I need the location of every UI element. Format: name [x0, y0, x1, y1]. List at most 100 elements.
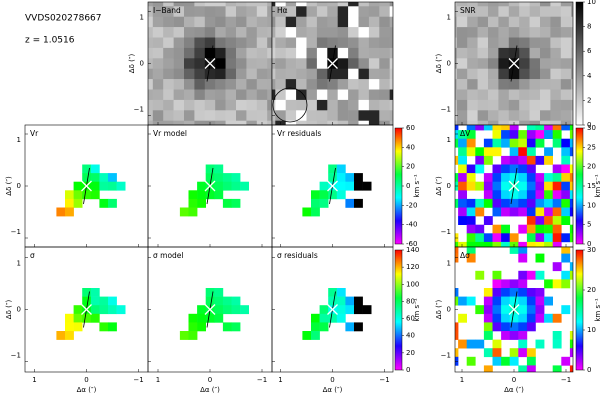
- pixel: [337, 110, 349, 121]
- x-axis-label: Δα (″): [77, 386, 97, 393]
- pixel: [544, 155, 553, 165]
- pixel: [272, 79, 276, 90]
- pixel: [455, 322, 459, 332]
- pixel: [519, 27, 530, 38]
- pixel: [483, 181, 493, 191]
- pixel: [163, 110, 174, 121]
- pixel: [256, 27, 268, 38]
- pixel: [65, 190, 74, 200]
- pixel: [540, 120, 551, 125]
- pixel: [316, 16, 328, 28]
- pixel: [477, 99, 489, 111]
- pixel: [379, 27, 390, 38]
- y-tick-label: 1: [17, 260, 21, 268]
- pixel: [535, 233, 545, 243]
- pixel: [535, 313, 545, 323]
- panel-title: σ: [30, 251, 35, 260]
- pixel: [483, 305, 493, 315]
- pixel: [194, 37, 206, 49]
- pixel: [214, 305, 224, 315]
- pixel: [225, 89, 237, 101]
- pixel: [389, 37, 393, 49]
- pixel: [509, 348, 519, 358]
- pixel: [272, 27, 276, 38]
- pixel: [492, 279, 502, 289]
- y-tick-label: −1: [441, 352, 451, 360]
- pixel: [552, 233, 562, 243]
- pixel: [456, 2, 468, 7]
- pixel: [492, 224, 502, 234]
- pixel: [544, 181, 553, 191]
- pixel: [550, 47, 562, 59]
- pixel: [526, 155, 536, 165]
- pixel: [296, 110, 307, 121]
- pixel: [358, 58, 370, 69]
- pixel: [455, 348, 459, 358]
- pixel: [389, 68, 393, 80]
- pixel: [509, 138, 519, 148]
- pixel: [306, 58, 318, 69]
- panel-title: σ model: [153, 251, 184, 260]
- x-tick-label: −1: [257, 376, 267, 384]
- colorbar-tick-label: 40: [406, 143, 415, 151]
- pixel: [492, 138, 502, 148]
- pixel: [90, 305, 100, 315]
- pixel: [455, 247, 459, 254]
- pixel: [569, 339, 573, 349]
- center-cross: [204, 180, 216, 192]
- pixel: [552, 224, 562, 234]
- pixel: [518, 339, 528, 349]
- y-tick-label: −1: [441, 228, 451, 236]
- pixel: [501, 198, 510, 208]
- pixel: [552, 173, 562, 182]
- pixel: [455, 288, 459, 297]
- pixel: [236, 37, 247, 49]
- pixel: [163, 47, 174, 59]
- pixel: [501, 155, 510, 165]
- pixel: [163, 58, 174, 69]
- pixel: [225, 68, 237, 80]
- redshift: z = 1.0516: [25, 36, 75, 46]
- pixel: [267, 99, 272, 111]
- pixel: [225, 37, 237, 49]
- pixel: [275, 37, 286, 49]
- pixel: [296, 99, 307, 111]
- pixel: [544, 233, 553, 243]
- pixel: [467, 79, 478, 90]
- pixel: [571, 6, 573, 18]
- colorbar: [575, 1, 584, 126]
- pixel: [475, 207, 485, 217]
- pixel: [204, 37, 216, 49]
- center-cross: [508, 180, 520, 192]
- pixel: [552, 130, 562, 139]
- pixel: [455, 138, 459, 148]
- pixel: [337, 68, 349, 80]
- pixel: [488, 16, 499, 28]
- pixel: [475, 147, 485, 157]
- pixel: [368, 120, 380, 125]
- pixel: [561, 190, 571, 200]
- pixel: [455, 130, 459, 139]
- pixel: [184, 2, 195, 7]
- pixel: [296, 2, 307, 7]
- pixel: [488, 2, 499, 7]
- pixel: [214, 164, 224, 174]
- pixel: [529, 89, 541, 101]
- pixel: [296, 79, 307, 90]
- pixel: [544, 313, 553, 323]
- pixel: [319, 305, 329, 315]
- pixel: [529, 2, 541, 7]
- pixel: [225, 47, 237, 59]
- pixel: [483, 313, 493, 323]
- pixel: [540, 110, 551, 121]
- pixel: [535, 296, 545, 306]
- pixel: [204, 2, 216, 7]
- pixel: [518, 365, 528, 372]
- pixel: [501, 331, 510, 340]
- pixel: [336, 190, 346, 200]
- pixel: [205, 296, 215, 306]
- pixel: [526, 288, 536, 297]
- pixel: [488, 68, 499, 80]
- pixel: [477, 27, 489, 38]
- pixel: [236, 16, 247, 28]
